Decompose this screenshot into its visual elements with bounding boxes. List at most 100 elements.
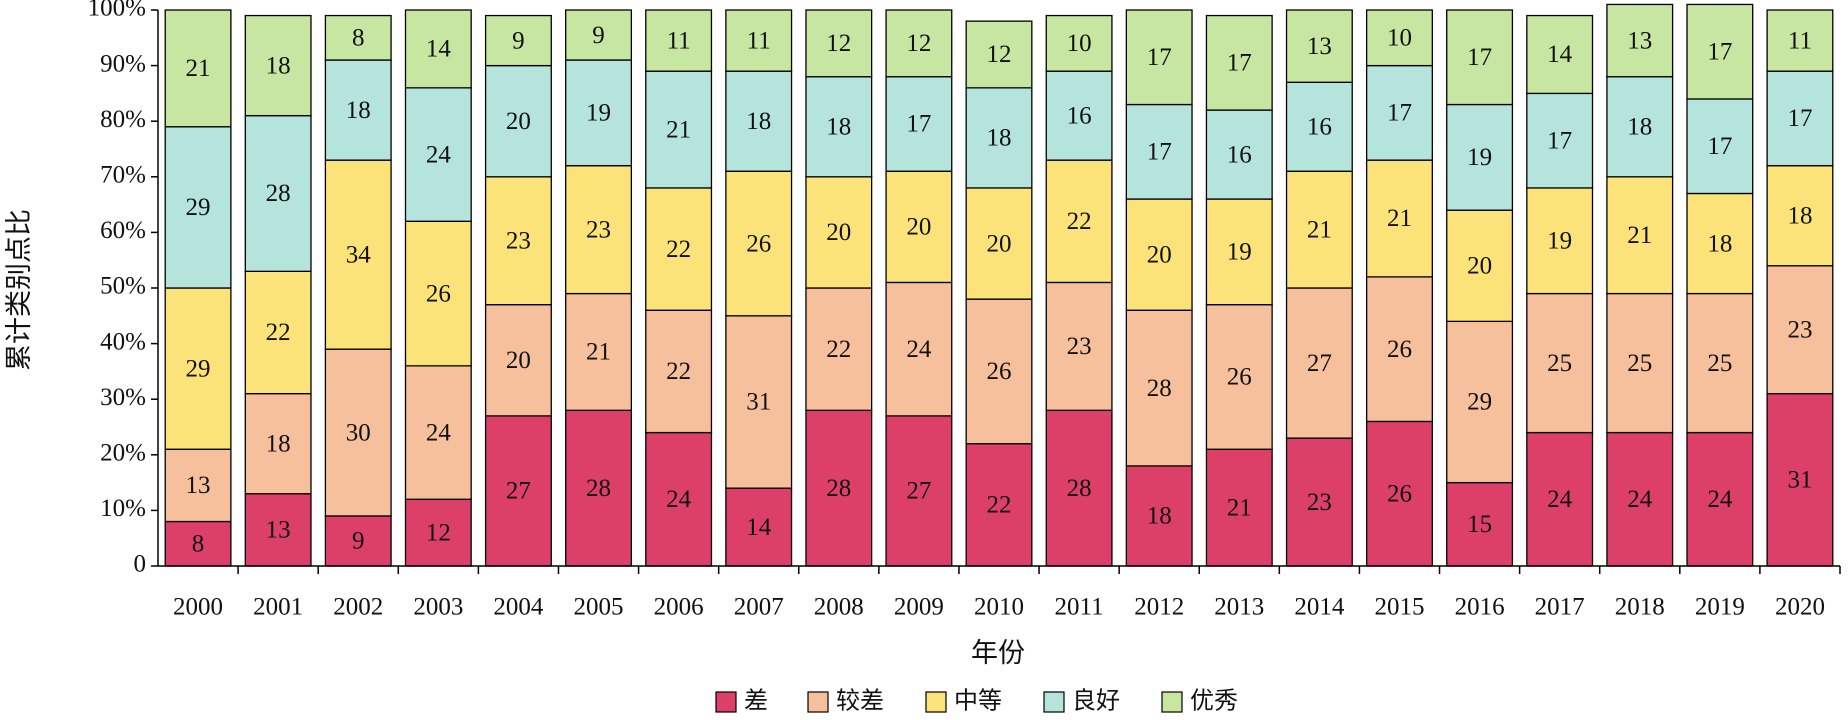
data-label: 18 [266, 430, 291, 457]
data-label: 13 [1307, 33, 1332, 60]
y-tick-label: 50% [100, 273, 146, 300]
bar-segment [324, 348, 392, 517]
x-tick-label: 2007 [734, 594, 784, 621]
bar-segment [404, 365, 472, 500]
data-label: 26 [987, 358, 1012, 385]
data-label: 8 [192, 530, 205, 557]
bar-segment [1285, 170, 1353, 289]
bar-segment [1205, 304, 1273, 450]
bar-segment [404, 9, 472, 89]
legend-swatch [925, 691, 947, 713]
legend-label: 良好 [1072, 688, 1120, 715]
bar-segment [1606, 431, 1674, 567]
bar-segment [565, 9, 633, 61]
data-label: 25 [1707, 350, 1732, 377]
data-label: 13 [1627, 27, 1652, 54]
data-label: 31 [746, 389, 771, 416]
data-label: 22 [666, 236, 691, 263]
data-label: 21 [1227, 494, 1252, 521]
legend-swatch [807, 691, 829, 713]
data-label: 17 [1147, 139, 1172, 166]
bar-segment [1365, 159, 1433, 278]
data-label: 25 [1547, 350, 1572, 377]
x-tick-label: 2000 [173, 594, 223, 621]
data-label: 24 [906, 336, 932, 363]
data-label: 30 [346, 419, 371, 446]
data-label: 10 [1067, 30, 1092, 57]
data-label: 24 [426, 141, 452, 168]
data-label: 17 [1547, 127, 1572, 154]
x-tick-label: 2020 [1775, 594, 1825, 621]
x-tick-label: 2005 [574, 594, 624, 621]
bar-segment [1205, 109, 1273, 200]
data-label: 16 [1307, 113, 1332, 140]
data-label: 11 [747, 27, 771, 54]
bar-segment [1686, 3, 1754, 100]
x-tick-label: 2009 [894, 594, 944, 621]
data-label: 23 [1787, 316, 1812, 343]
bar-segment [164, 9, 232, 128]
data-label: 9 [512, 27, 525, 54]
y-axis-title: 累计类别点比 [4, 209, 34, 371]
data-label: 29 [186, 355, 211, 382]
bar-segment [565, 292, 633, 411]
bar-segment [1125, 198, 1193, 311]
data-label: 17 [1227, 50, 1252, 77]
legend-label: 中等 [954, 688, 1002, 715]
bar-segment [1686, 431, 1754, 567]
data-label: 12 [826, 30, 851, 57]
x-tick-label: 2018 [1615, 594, 1665, 621]
y-tick-label: 80% [100, 106, 146, 133]
data-label: 18 [346, 97, 371, 124]
data-label: 9 [592, 22, 605, 49]
bar-segment [244, 14, 312, 117]
bar-segment [1606, 3, 1674, 78]
bar-segment [1285, 9, 1353, 83]
data-label: 24 [1627, 486, 1653, 513]
y-tick-label: 70% [100, 162, 146, 189]
data-label: 18 [1707, 230, 1732, 257]
data-label: 13 [266, 517, 291, 544]
data-label: 17 [1787, 105, 1812, 132]
data-label: 21 [1307, 216, 1332, 243]
bar-segment [1125, 103, 1193, 200]
data-label: 26 [1387, 336, 1412, 363]
data-label: 17 [1707, 38, 1732, 65]
bar-segment [965, 87, 1033, 189]
y-tick-label: 60% [100, 217, 146, 244]
y-tick-label: 100% [88, 0, 146, 22]
bar-segment [404, 220, 472, 367]
legend-label: 差 [744, 688, 768, 715]
bar-segment [1766, 265, 1834, 395]
bar-segment [965, 20, 1033, 89]
data-label: 13 [186, 472, 211, 499]
data-label: 20 [906, 214, 931, 241]
data-label: 16 [1067, 102, 1092, 129]
bar-segment [1446, 209, 1514, 323]
y-tick-label: 90% [100, 50, 146, 77]
data-label: 18 [1147, 503, 1172, 530]
data-label: 27 [1307, 350, 1332, 377]
data-label: 19 [1547, 227, 1572, 254]
bar-segment [1045, 281, 1113, 411]
bar-segment [484, 14, 552, 67]
data-label: 28 [826, 475, 851, 502]
bar-segment [1045, 14, 1113, 72]
data-label: 20 [826, 219, 851, 246]
data-label: 10 [1387, 25, 1412, 52]
x-tick-label: 2012 [1134, 594, 1184, 621]
legend-swatch [715, 691, 737, 713]
data-label: 29 [186, 194, 211, 221]
x-axis-title: 年份 [971, 638, 1025, 668]
data-label: 22 [987, 492, 1012, 519]
data-label: 17 [906, 111, 931, 138]
bar-segment [324, 59, 392, 161]
x-tick-label: 2011 [1055, 594, 1104, 621]
bar-segment [885, 281, 953, 417]
bar-segment [164, 520, 232, 567]
legend-label: 较差 [836, 688, 884, 715]
data-label: 24 [1707, 486, 1733, 513]
bar-segment [1045, 159, 1113, 284]
x-tick-label: 2010 [974, 594, 1024, 621]
